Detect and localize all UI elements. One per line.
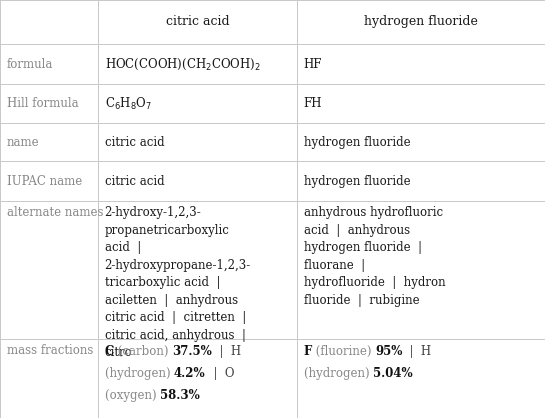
Text: 37.5%: 37.5% xyxy=(172,345,212,358)
Text: alternate names: alternate names xyxy=(7,206,103,219)
Text: citric acid: citric acid xyxy=(105,135,164,149)
Text: C: C xyxy=(105,345,114,358)
Text: hydrogen fluoride: hydrogen fluoride xyxy=(304,175,410,188)
Text: mass fractions: mass fractions xyxy=(7,344,93,357)
Text: 58.3%: 58.3% xyxy=(160,389,200,402)
Text: |  O: | O xyxy=(205,367,234,380)
Text: hydrogen fluoride: hydrogen fluoride xyxy=(304,135,410,149)
Text: (carbon): (carbon) xyxy=(114,345,172,358)
Text: FH: FH xyxy=(304,97,322,110)
Text: 5.04%: 5.04% xyxy=(373,367,413,380)
Text: HOC(COOH)(CH$_2$COOH)$_2$: HOC(COOH)(CH$_2$COOH)$_2$ xyxy=(105,56,261,72)
Text: C$_6$H$_8$O$_7$: C$_6$H$_8$O$_7$ xyxy=(105,96,152,112)
Text: (hydrogen): (hydrogen) xyxy=(105,367,174,380)
Text: 4.2%: 4.2% xyxy=(174,367,205,380)
Text: |  H: | H xyxy=(212,345,241,358)
Text: |  H: | H xyxy=(402,345,432,358)
Text: IUPAC name: IUPAC name xyxy=(7,175,82,188)
Text: 2-hydroxy-1,2,3-
propanetricarboxylic
acid  |
2-hydroxypropane-1,2,3-
tricarboxy: 2-hydroxy-1,2,3- propanetricarboxylic ac… xyxy=(105,206,251,359)
Text: HF: HF xyxy=(304,58,322,71)
Text: 95%: 95% xyxy=(375,345,402,358)
Text: formula: formula xyxy=(7,58,53,71)
Text: (oxygen): (oxygen) xyxy=(105,389,160,402)
Text: (fluorine): (fluorine) xyxy=(312,345,375,358)
Text: citric acid: citric acid xyxy=(166,15,229,28)
Text: F: F xyxy=(304,345,312,358)
Text: name: name xyxy=(7,135,39,149)
Text: Hill formula: Hill formula xyxy=(7,97,78,110)
Text: hydrogen fluoride: hydrogen fluoride xyxy=(364,15,478,28)
Text: citric acid: citric acid xyxy=(105,175,164,188)
Text: anhydrous hydrofluoric
acid  |  anhydrous
hydrogen fluoride  |
fluorane  |
hydro: anhydrous hydrofluoric acid | anhydrous … xyxy=(304,206,445,307)
Text: (hydrogen): (hydrogen) xyxy=(304,367,373,380)
